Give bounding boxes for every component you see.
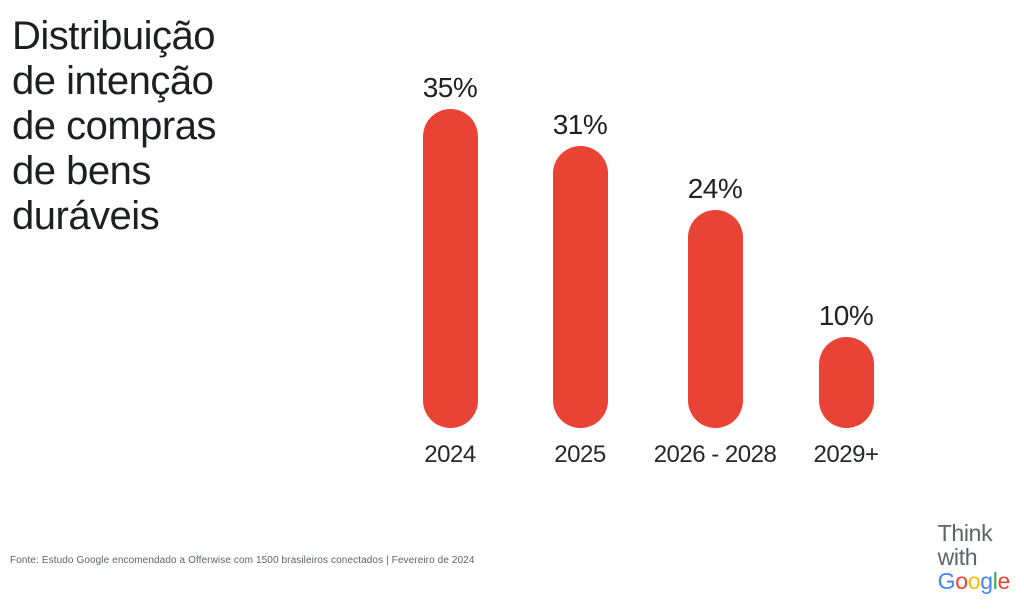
source-note: Fonte: Estudo Google encomendado a Offer… xyxy=(10,555,475,566)
google-letter: G xyxy=(937,568,956,594)
bar-category-label: 2026 - 2028 xyxy=(653,441,777,468)
google-letter: o xyxy=(967,568,981,594)
bar-value-label: 35% xyxy=(422,72,478,103)
bar-group: 24% 2026 - 2028 xyxy=(649,0,781,469)
google-letter: l xyxy=(992,568,998,594)
google-wordmark: Google xyxy=(937,568,1011,594)
google-letter: g xyxy=(980,568,993,594)
bar xyxy=(422,109,478,428)
bar-value-label: 24% xyxy=(687,173,743,204)
bar xyxy=(687,210,743,428)
google-letter: e xyxy=(997,568,1011,594)
bar-group: 10% 2029+ xyxy=(780,0,912,469)
bar-group: 31% 2025 xyxy=(514,0,646,469)
bar xyxy=(552,146,608,428)
bar xyxy=(818,337,874,428)
think-with-google-logo: Think with Google xyxy=(937,520,1011,594)
bar-category-label: 2029+ xyxy=(813,441,879,468)
bar-value-label: 10% xyxy=(818,300,874,331)
logo-line-with: with xyxy=(937,544,978,570)
chart-title: Distribuição de intenção de compras de b… xyxy=(12,14,216,238)
bar-category-label: 2025 xyxy=(554,441,606,468)
logo-line-think: Think xyxy=(937,520,993,546)
bar-category-label: 2024 xyxy=(424,441,476,468)
bar-value-label: 31% xyxy=(552,109,608,140)
bar-group: 35% 2024 xyxy=(384,0,516,469)
google-letter: o xyxy=(955,568,968,594)
